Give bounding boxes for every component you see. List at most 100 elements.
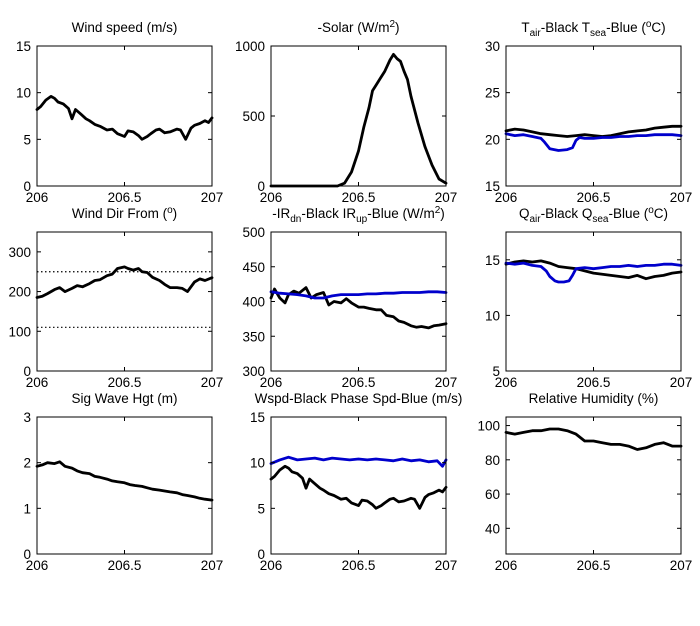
y-tick-label: 3 (23, 410, 31, 425)
y-tick-label: 60 (485, 487, 500, 502)
y-tick-label: 15 (250, 410, 265, 425)
y-tick-label: 200 (8, 285, 31, 300)
axes-frame (505, 416, 682, 555)
x-tick-label: 206 (26, 375, 49, 390)
x-tick-label: 207 (670, 190, 693, 205)
y-tick-label: 0 (23, 364, 31, 379)
axes-frame (505, 45, 682, 187)
x-tick-label: 206 (260, 558, 283, 573)
x-tick-label: 206.5 (577, 558, 611, 573)
panel-title: -Solar (W/m2) (317, 19, 399, 35)
x-tick-label: 207 (435, 375, 458, 390)
x-tick-label: 206.5 (577, 190, 611, 205)
y-tick-label: 10 (485, 308, 500, 323)
x-tick-label: 207 (670, 558, 693, 573)
y-tick-label: 10 (16, 86, 31, 101)
y-tick-label: 0 (257, 547, 265, 562)
y-tick-label: 15 (16, 39, 31, 54)
x-tick-label: 206 (260, 375, 283, 390)
x-tick-label: 206.5 (577, 375, 611, 390)
axes-frame (36, 231, 213, 372)
panel-7: 206 206.5 207 0 1 2 3 Sig Wave Hgt (m) (23, 391, 223, 573)
y-tick-label: 15 (485, 253, 500, 268)
x-tick-label: 206.5 (342, 375, 376, 390)
y-tick-label: 300 (8, 245, 31, 260)
x-tick-label: 206.5 (108, 558, 142, 573)
y-tick-label: 350 (242, 329, 265, 344)
y-tick-label: 1000 (235, 39, 265, 54)
series-line-1 (35, 265, 214, 299)
y-tick-label: 5 (23, 132, 31, 147)
y-tick-label: 0 (23, 179, 31, 194)
y-tick-label: 20 (485, 132, 500, 147)
series-line-1 (269, 286, 448, 330)
x-tick-label: 206.5 (342, 190, 376, 205)
x-tick-label: 207 (435, 190, 458, 205)
x-tick-label: 206 (495, 375, 518, 390)
y-tick-label: 0 (23, 547, 31, 562)
y-tick-label: 25 (485, 86, 500, 101)
y-tick-label: 1 (23, 501, 31, 516)
series-line-1 (504, 259, 683, 281)
x-tick-label: 206 (26, 190, 49, 205)
x-tick-label: 207 (201, 375, 224, 390)
panel-title: Wind speed (m/s) (72, 20, 178, 35)
panel-8: 206 206.5 207 0 5 10 15 Wspd-Black Phase Spd-Bl… (250, 391, 462, 573)
series-line-2 (269, 290, 448, 300)
series-line-2 (504, 132, 683, 152)
panel-title: Qair-Black Qsea-Blue (oC) (519, 205, 668, 225)
series-line-1 (35, 460, 214, 502)
y-tick-label: 500 (242, 109, 265, 124)
y-tick-label: 300 (242, 364, 265, 379)
y-tick-label: 15 (485, 179, 500, 194)
panel-2: 206 206.5 207 0 500 1000 -Solar (W/m2) (235, 19, 457, 205)
axes-frame (270, 231, 447, 372)
y-tick-label: 450 (242, 260, 265, 275)
series-line-1 (35, 95, 214, 141)
x-tick-label: 206 (26, 558, 49, 573)
axes-frame (36, 416, 213, 555)
axes-frame (505, 231, 682, 372)
panel-title: Wspd-Black Phase Spd-Blue (m/s) (255, 391, 463, 406)
panel-3: 206 206.5 207 15 20 25 30 Tair-Black Tsea-Blue … (485, 19, 692, 205)
panel-title: Relative Humidity (%) (529, 391, 659, 406)
panel-4: 206 206.5 207 0 100 200 300 Wind Dir From (o) (8, 205, 223, 390)
axes-frame (36, 45, 213, 187)
panel-6: 206 206.5 207 5 10 15 Qair-Black Qsea-Blue (oC… (485, 205, 692, 390)
x-tick-label: 206 (495, 558, 518, 573)
y-tick-label: 400 (242, 295, 265, 310)
y-tick-label: 100 (477, 419, 500, 434)
x-tick-label: 207 (435, 558, 458, 573)
series-line-1 (504, 427, 683, 451)
panel-9: 206 206.5 207 40 60 80 100 Relative Humidity (%… (477, 391, 692, 573)
series-line-2 (504, 261, 683, 284)
x-tick-label: 206 (495, 190, 518, 205)
y-tick-label: 2 (23, 456, 31, 471)
panel-5: 206 206.5 207 300 350 400 450 500 -IRdn-Black IR… (242, 205, 457, 390)
x-tick-label: 206 (260, 190, 283, 205)
x-tick-label: 206.5 (108, 190, 142, 205)
y-tick-label: 80 (485, 453, 500, 468)
series-line-1 (504, 124, 683, 138)
x-tick-label: 206.5 (108, 375, 142, 390)
y-tick-label: 500 (242, 225, 265, 240)
y-tick-label: 40 (485, 521, 500, 536)
series-line-1 (269, 53, 448, 188)
panel-title: Sig Wave Hgt (m) (71, 391, 177, 406)
x-tick-label: 207 (201, 190, 224, 205)
panel-title: Tair-Black Tsea-Blue (oC) (521, 19, 665, 39)
panel-1: 206 206.5 207 0 5 10 15 Wind speed (m/s) (16, 20, 223, 205)
axes-frame (270, 416, 447, 555)
panel-title: Wind Dir From (o) (72, 205, 177, 221)
y-tick-label: 5 (257, 501, 265, 516)
y-tick-label: 5 (492, 364, 500, 379)
y-tick-label: 30 (485, 39, 500, 54)
axes-frame (270, 45, 447, 187)
y-tick-label: 100 (8, 324, 31, 339)
y-tick-label: 10 (250, 456, 265, 471)
series-line-1 (269, 464, 448, 510)
x-tick-label: 206.5 (342, 558, 376, 573)
x-tick-label: 207 (201, 558, 224, 573)
x-tick-label: 207 (670, 375, 693, 390)
